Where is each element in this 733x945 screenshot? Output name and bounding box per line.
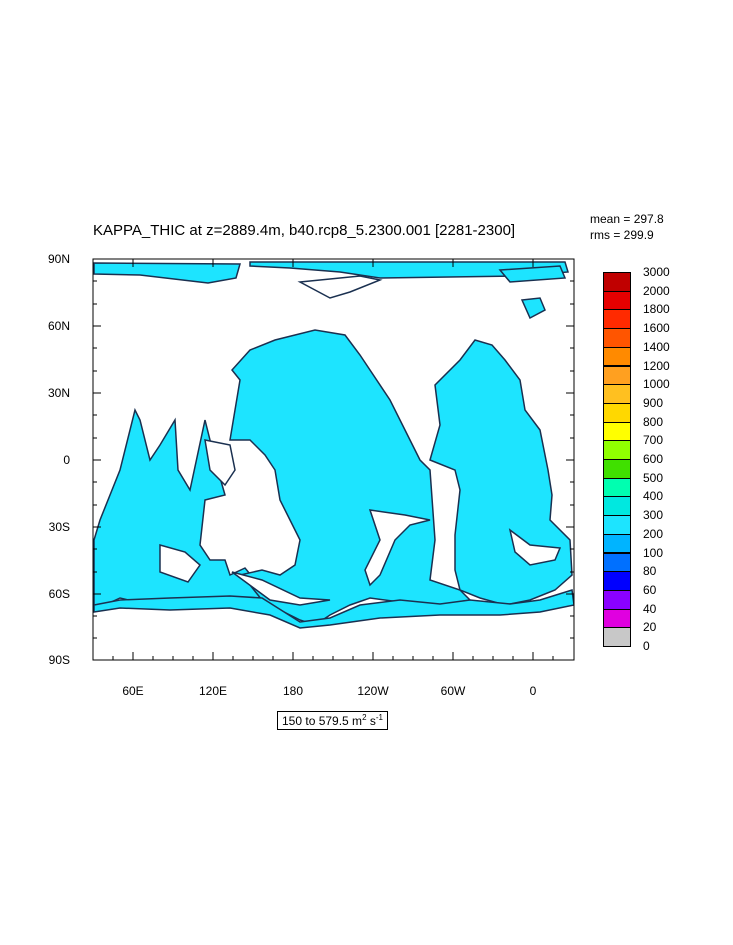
colorbar-label: 1800 <box>643 302 670 317</box>
lat-label-90n: 90N <box>47 252 70 266</box>
lon-label-60e: 60E <box>122 684 144 698</box>
colorbar-label: 800 <box>643 414 664 429</box>
lat-label-30n: 30N <box>47 386 70 400</box>
ocean-field <box>93 261 574 629</box>
colorbar-label: 400 <box>643 489 664 504</box>
lat-label-90s: 90S <box>48 653 70 667</box>
lat-label-60n: 60N <box>47 319 70 333</box>
colorbar-swatch <box>603 290 631 311</box>
colorbar-label: 200 <box>643 526 664 541</box>
colorbar-label: 80 <box>643 564 657 579</box>
lat-label-30s: 30S <box>48 520 70 534</box>
colorbar-label: 1400 <box>643 339 670 354</box>
lon-label-120w: 120W <box>357 684 389 698</box>
stats-block: mean = 297.8 rms = 299.9 <box>590 211 664 243</box>
colorbar-swatch <box>603 515 631 535</box>
lon-label-180: 180 <box>282 684 304 698</box>
colorbar-label: 500 <box>643 470 664 485</box>
range-sup-1: 2 <box>362 713 367 722</box>
colorbar-label: 20 <box>643 620 657 635</box>
colorbar-label: 1600 <box>643 321 670 336</box>
colorbar-swatch <box>603 627 631 647</box>
colorbar-swatch <box>603 571 631 591</box>
lon-label-60w: 60W <box>440 684 466 698</box>
colorbar-swatch <box>603 552 631 573</box>
colorbar-swatch <box>603 440 631 460</box>
x-ticks <box>112 259 554 660</box>
colorbar-swatch <box>603 589 631 610</box>
rms-value: rms = 299.9 <box>590 228 654 242</box>
lon-label-0: 0 <box>529 684 537 698</box>
land-regions <box>159 275 562 606</box>
colorbar-label: 100 <box>643 545 664 560</box>
colorbar-swatch <box>603 533 631 554</box>
colorbar-swatch <box>603 477 631 498</box>
colorbar-swatch <box>603 608 631 629</box>
colorbar-label: 700 <box>643 433 664 448</box>
range-label: 150 to 579.5 m2 s-1 <box>277 711 388 730</box>
range-sup-2: -1 <box>375 713 383 722</box>
mean-value: mean = 297.8 <box>590 212 664 226</box>
colorbar-swatch <box>603 402 631 423</box>
colorbar-swatch <box>603 496 631 517</box>
colorbar-label: 300 <box>643 508 664 523</box>
colorbar-label: 60 <box>643 582 657 597</box>
colorbar-swatch <box>603 459 631 479</box>
colorbar-swatch <box>603 328 631 348</box>
colorbar-label: 900 <box>643 395 664 410</box>
colorbar-swatch <box>603 309 631 330</box>
colorbar-label: 40 <box>643 601 657 616</box>
colorbar-swatch <box>603 421 631 442</box>
plot-title: KAPPA_THIC at z=2889.4m, b40.rcp8_5.2300… <box>93 222 516 239</box>
colorbar-label: 0 <box>643 639 650 653</box>
colorbar-label: 3000 <box>643 265 670 279</box>
range-mid: s <box>366 714 376 728</box>
colorbar-label: 2000 <box>643 283 670 298</box>
lon-label-120e: 120E <box>198 684 228 698</box>
ocean-regions <box>93 261 574 629</box>
y-ticks <box>93 258 574 661</box>
range-text: 150 to 579.5 m <box>282 714 363 728</box>
lat-label-60s: 60S <box>48 587 70 601</box>
colorbar-label: 1000 <box>643 377 670 392</box>
colorbar-label: 600 <box>643 452 664 466</box>
colorbar-label: 1200 <box>643 358 670 373</box>
colorbar-swatch <box>603 384 631 404</box>
colorbar-swatch <box>603 365 631 386</box>
lat-label-eq: 0 <box>63 453 70 467</box>
colorbar-swatch <box>603 272 631 292</box>
colorbar-swatch <box>603 346 631 367</box>
